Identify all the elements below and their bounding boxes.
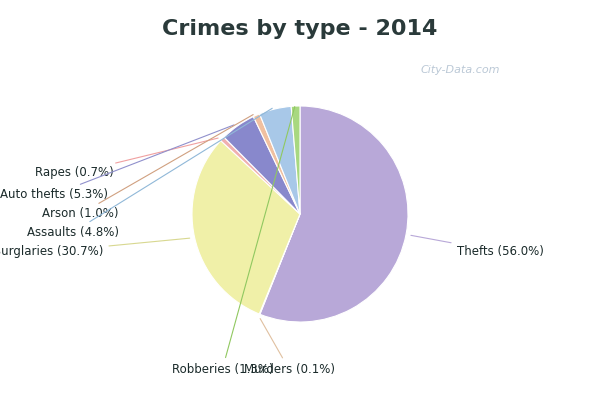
Text: Assaults (4.8%): Assaults (4.8%) <box>26 108 272 239</box>
Text: City-Data.com: City-Data.com <box>421 65 500 75</box>
Wedge shape <box>253 114 300 214</box>
Text: Rapes (0.7%): Rapes (0.7%) <box>35 138 218 180</box>
Wedge shape <box>260 106 408 322</box>
Text: Robberies (1.3%): Robberies (1.3%) <box>172 107 295 376</box>
Wedge shape <box>224 116 300 214</box>
Wedge shape <box>192 141 300 314</box>
Text: Crimes by type - 2014: Crimes by type - 2014 <box>163 18 437 39</box>
Wedge shape <box>291 106 300 214</box>
Text: Thefts (56.0%): Thefts (56.0%) <box>411 235 544 258</box>
Wedge shape <box>259 214 300 314</box>
Text: Auto thefts (5.3%): Auto thefts (5.3%) <box>0 125 234 201</box>
Text: Burglaries (30.7%): Burglaries (30.7%) <box>0 238 190 258</box>
Wedge shape <box>221 137 300 214</box>
Text: Murders (0.1%): Murders (0.1%) <box>244 318 335 376</box>
Text: Arson (1.0%): Arson (1.0%) <box>42 114 253 220</box>
Wedge shape <box>260 106 300 214</box>
